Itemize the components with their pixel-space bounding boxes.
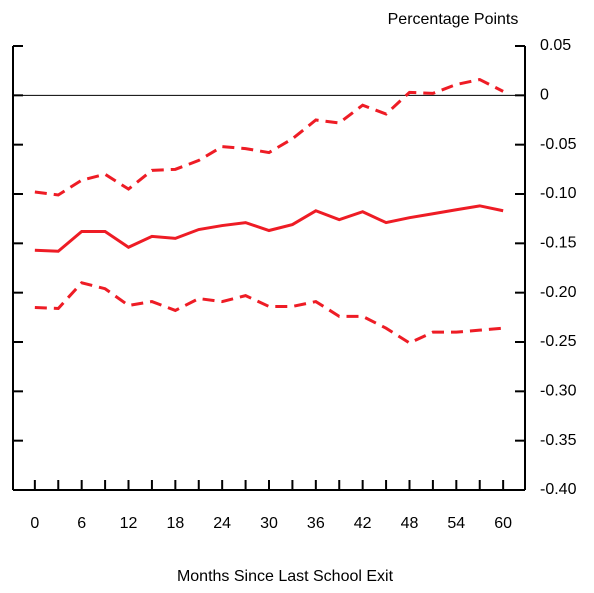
x-tick-label: 18 bbox=[166, 515, 184, 532]
y-tick-label: -0.40 bbox=[540, 481, 577, 498]
x-axis-label: Months Since Last School Exit bbox=[177, 568, 394, 585]
series-line bbox=[34, 281, 504, 345]
x-tick-label: 12 bbox=[120, 515, 138, 532]
y-tick-label: -0.25 bbox=[540, 333, 577, 350]
x-tick-label: 42 bbox=[354, 515, 372, 532]
y-tick-label: -0.35 bbox=[540, 432, 577, 449]
y-tick-label: -0.05 bbox=[540, 136, 577, 153]
series-line bbox=[34, 77, 504, 197]
y-tick-label: -0.20 bbox=[540, 284, 577, 301]
y-tick-label: 0.05 bbox=[540, 37, 571, 54]
y-tick-label: -0.15 bbox=[540, 235, 577, 252]
x-tick-label: 60 bbox=[494, 515, 512, 532]
x-tick-label: 54 bbox=[447, 515, 465, 532]
x-tick-label: 0 bbox=[30, 515, 39, 532]
chart-title: Percentage Points bbox=[388, 11, 519, 28]
x-tick-label: 36 bbox=[307, 515, 325, 532]
x-tick-label: 24 bbox=[213, 515, 231, 532]
y-tick-label: -0.10 bbox=[540, 185, 577, 202]
y-tick-label: -0.30 bbox=[540, 383, 577, 400]
x-tick-label: 30 bbox=[260, 515, 278, 532]
series-line bbox=[34, 204, 504, 253]
x-tick-label: 48 bbox=[401, 515, 419, 532]
x-tick-label: 6 bbox=[77, 515, 86, 532]
y-tick-label: 0 bbox=[540, 87, 549, 104]
